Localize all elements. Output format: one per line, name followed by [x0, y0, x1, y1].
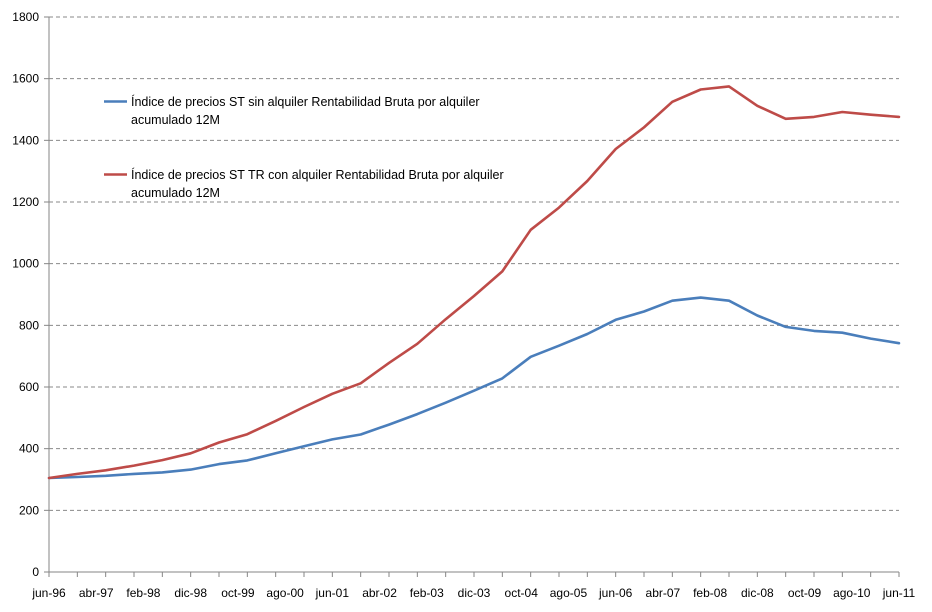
x-tick-label-abr-97: abr-97 [79, 586, 114, 600]
x-tick-label-jun-96: jun-96 [31, 586, 66, 600]
legend-label-series-2-line-2: acumulado 12M [131, 186, 220, 200]
legend-label-series-2-line-1: Índice de precios ST TR con alquiler Ren… [131, 167, 504, 182]
x-tick-label-feb-08: feb-08 [693, 586, 727, 600]
y-tick-label-1200: 1200 [12, 195, 39, 209]
y-tick-label-400: 400 [19, 442, 39, 456]
x-tick-label-dic-08: dic-08 [741, 586, 774, 600]
legend: Índice de precios ST sin alquiler Rentab… [104, 94, 504, 200]
series-line-2 [47, 85, 901, 480]
x-tick-label-ago-00: ago-00 [266, 586, 304, 600]
legend-entry-series-2: Índice de precios ST TR con alquiler Ren… [104, 167, 504, 200]
y-axis-tick-labels: 0 200 400 600 800 1000 1200 1400 1600 1800 [12, 10, 49, 579]
x-tick-label-oct-09: oct-09 [788, 586, 822, 600]
legend-label-series-1-line-1: Índice de precios ST sin alquiler Rentab… [131, 94, 480, 109]
x-tick-label-jun-06: jun-06 [598, 586, 633, 600]
y-tick-label-1800: 1800 [12, 10, 39, 24]
y-tick-label-1400: 1400 [12, 133, 39, 147]
x-tick-label-ago-05: ago-05 [550, 586, 588, 600]
x-tick-label-jun-01: jun-01 [315, 586, 350, 600]
y-tick-label-800: 800 [19, 318, 39, 332]
series-lines [47, 85, 901, 480]
series-line-1 [47, 296, 901, 480]
x-tick-label-dic-03: dic-03 [458, 586, 491, 600]
x-tick-label-feb-98: feb-98 [126, 586, 160, 600]
y-tick-label-1600: 1600 [12, 72, 39, 86]
x-tick-label-abr-07: abr-07 [646, 586, 681, 600]
x-tick-label-jun-11: jun-11 [882, 586, 916, 600]
x-tick-label-oct-04: oct-04 [505, 586, 539, 600]
x-tick-label-feb-03: feb-03 [410, 586, 444, 600]
x-tick-label-abr-02: abr-02 [362, 586, 397, 600]
x-tick-label-oct-99: oct-99 [221, 586, 255, 600]
y-tick-label-1000: 1000 [12, 257, 39, 271]
y-tick-label-0: 0 [32, 565, 39, 579]
legend-label-series-1-line-2: acumulado 12M [131, 113, 220, 127]
gridlines [49, 16, 899, 511]
x-tick-label-dic-98: dic-98 [174, 586, 207, 600]
y-tick-label-200: 200 [19, 503, 39, 517]
y-tick-label-600: 600 [19, 380, 39, 394]
x-axis-tick-labels: jun-96 abr-97 feb-98 dic-98 oct-99 ago-00 jun-… [31, 572, 916, 600]
legend-entry-series-1: Índice de precios ST sin alquiler Rentab… [104, 94, 480, 127]
x-tick-label-ago-10: ago-10 [833, 586, 871, 600]
